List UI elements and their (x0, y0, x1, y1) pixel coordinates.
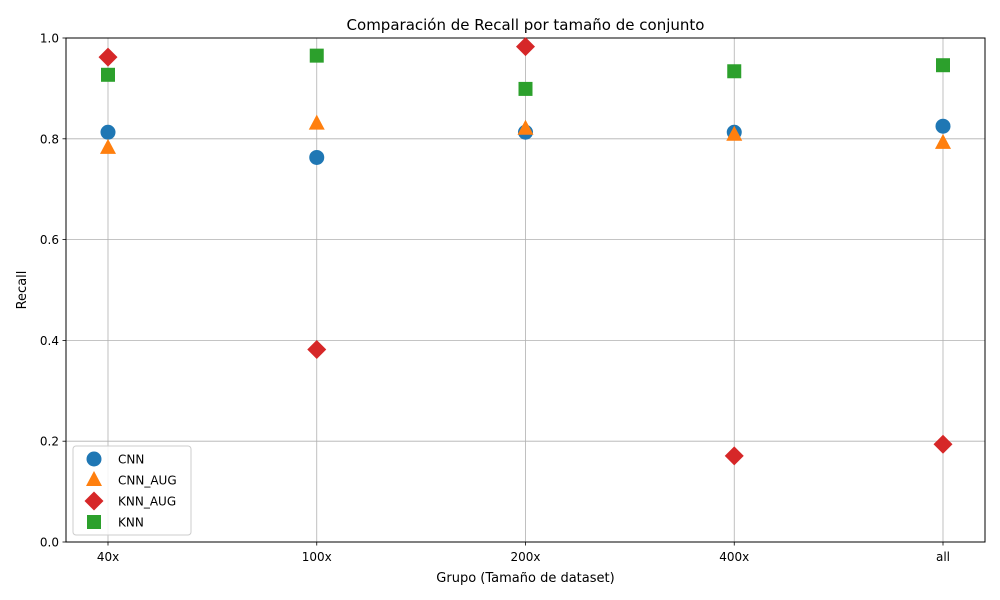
legend-marker-knn-aug (84, 491, 104, 511)
knn-point (101, 67, 115, 82)
knn-aug-point (724, 446, 744, 466)
grid (66, 37, 985, 543)
legend-box (72, 445, 192, 536)
knn-aug-point (516, 37, 535, 57)
legend-label-knn-aug: KNN_AUG (118, 495, 176, 509)
knn-aug-point (307, 339, 327, 359)
x-tick-label: all (936, 550, 950, 564)
legend-label-knn: KNN (118, 516, 144, 530)
cnn-aug-point (100, 138, 116, 154)
y-axis-label: Recall (15, 271, 30, 310)
y-tick-label: 0.0 (40, 536, 59, 550)
axis-ticks: 0.0 0.2 0.4 0.6 0.8 1.0 40x 100x 200x 400x all (40, 32, 950, 565)
cnn-point (100, 124, 116, 140)
y-tick-label: 0.6 (40, 233, 59, 247)
legend-label-cnn: CNN (118, 453, 144, 467)
x-tick-label: 40x (97, 550, 119, 564)
y-tick-label: 0.4 (40, 334, 59, 348)
data-marks (98, 37, 953, 466)
cnn-aug-point (308, 114, 325, 130)
x-tick-label: 200x (510, 550, 540, 564)
cnn-point (309, 149, 325, 165)
knn-point (518, 81, 533, 96)
knn-point (727, 64, 742, 79)
cnn-point (935, 118, 951, 134)
x-axis-label: Grupo (Tamaño de dataset) (436, 571, 614, 586)
legend-label-cnn-aug: CNN_AUG (118, 474, 177, 488)
legend-marker-cnn-aug (86, 471, 102, 486)
knn-point (309, 48, 324, 63)
cnn-aug-point (517, 119, 534, 135)
cnn-aug-point (935, 133, 951, 149)
y-tick-label: 0.2 (40, 435, 59, 449)
x-tick-label: 400x (719, 550, 749, 564)
legend-marker-cnn (86, 451, 102, 467)
y-tick-label: 1.0 (40, 32, 59, 46)
legend: CNN CNN_AUG KNN_AUG KNN (72, 445, 192, 536)
chart-title: Comparación de Recall por tamaño de conj… (347, 16, 705, 34)
cnn-aug-point (726, 125, 743, 141)
knn-point (936, 58, 950, 73)
knn-aug-point (98, 47, 118, 67)
y-tick-label: 0.8 (40, 132, 59, 146)
legend-marker-knn (87, 515, 101, 529)
knn-aug-point (933, 434, 953, 454)
x-tick-label: 100x (302, 550, 332, 564)
